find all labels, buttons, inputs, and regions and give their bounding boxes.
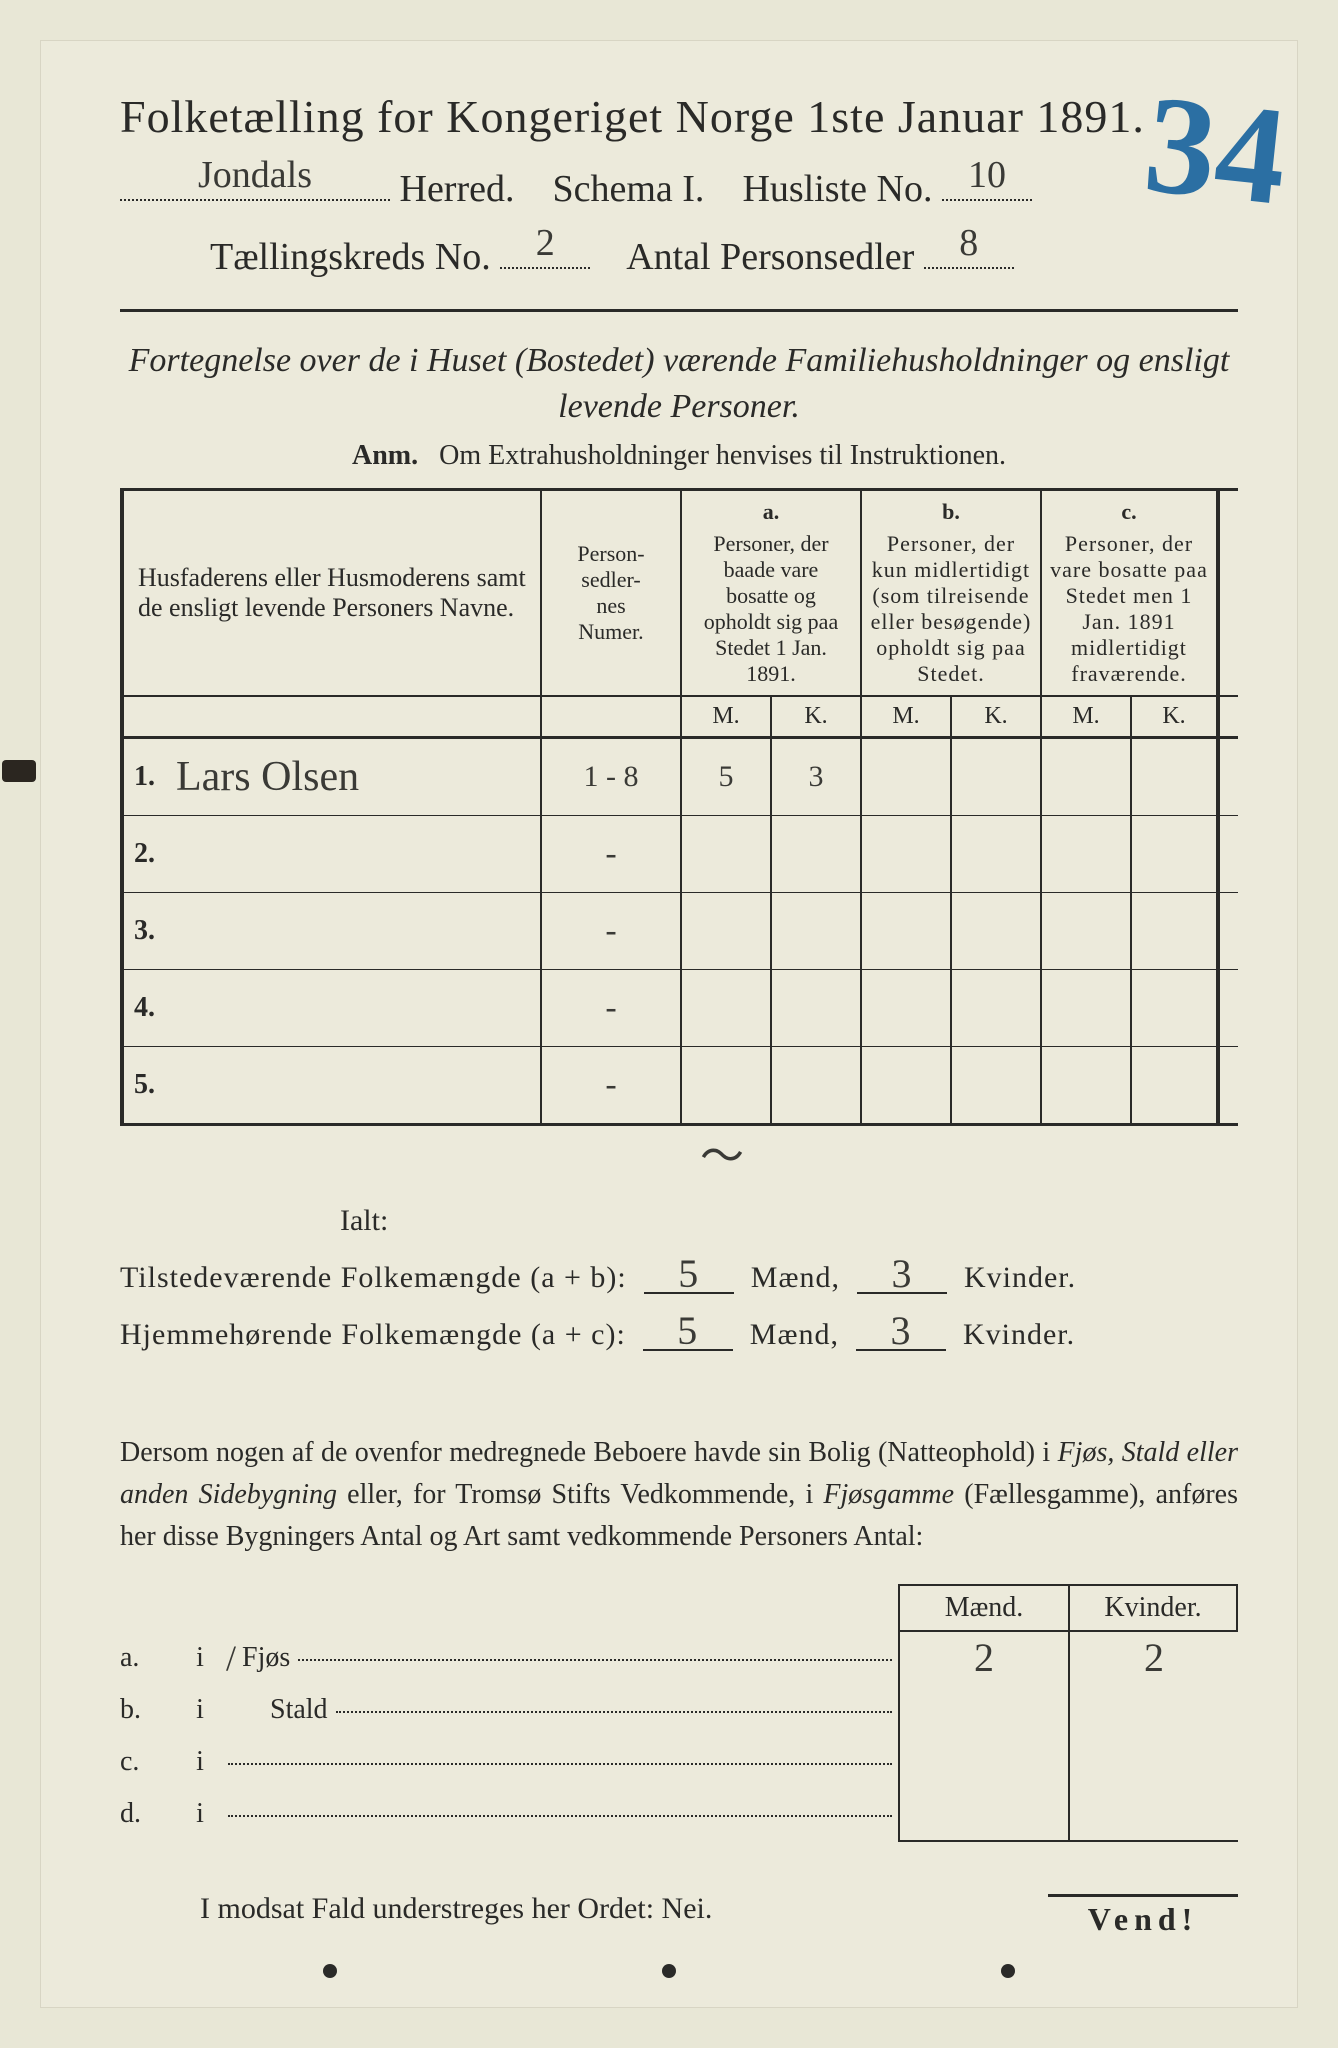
- byg-row: a. i / Fjøs 2 2: [120, 1632, 1238, 1684]
- col-sedler: Person- sedler- nes Numer.: [540, 491, 680, 695]
- husliste-value: 10: [942, 153, 1032, 197]
- binding-holes: [0, 1964, 1338, 1978]
- col-c-M: M.: [1040, 697, 1130, 736]
- table-row: 4. -: [120, 970, 1238, 1047]
- col-b-K: K.: [950, 697, 1040, 736]
- byg-row: d. i: [120, 1788, 1238, 1840]
- kreds-value: 2: [500, 221, 590, 265]
- sum-resident-K: 3: [856, 1313, 946, 1351]
- byg-row: c. i: [120, 1736, 1238, 1788]
- col-c: c. Personer, der vare bosatte paa Stedet…: [1040, 491, 1220, 695]
- col-b-M: M.: [860, 697, 950, 736]
- subtitle: Fortegnelse over de i Huset (Bostedet) v…: [120, 338, 1238, 430]
- byg-a-M: 2: [898, 1632, 1068, 1684]
- byg-a-K: 2: [1068, 1632, 1238, 1684]
- rule-top: [120, 309, 1238, 312]
- header-line-1: Jondals Herred. Schema I. Husliste No. 1…: [120, 161, 1238, 211]
- col-a: a. Personer, der baade vare bosatte og o…: [680, 491, 860, 695]
- header-line-2: Tællingskreds No. 2 Antal Personsedler 8: [210, 229, 1238, 279]
- sedler-range: 1 - 8: [540, 739, 680, 815]
- table-row: 5. -: [120, 1047, 1238, 1126]
- table-row: 2. -: [120, 816, 1238, 893]
- byg-bottom-rule: [898, 1840, 1238, 1842]
- sum-present: Tilstedeværende Folkemængde (a + b): 5 M…: [120, 1256, 1238, 1295]
- byg-head-M: Mænd.: [898, 1584, 1068, 1632]
- household-table: Husfaderens eller Husmoderens samt de en…: [120, 488, 1238, 1126]
- col-a-M: M.: [680, 697, 770, 736]
- anm-label: Anm.: [352, 440, 418, 471]
- person-name: Lars Olsen: [176, 753, 359, 801]
- byg-row: b. i Stald: [120, 1684, 1238, 1736]
- table-header: Husfaderens eller Husmoderens samt de en…: [120, 491, 1238, 697]
- antal-label: Antal Personsedler: [626, 236, 914, 278]
- sum-resident-M: 5: [643, 1313, 733, 1351]
- col-a-K: K.: [770, 697, 860, 736]
- herred-value: Jondals: [120, 153, 390, 197]
- husliste-label: Husliste No.: [742, 168, 932, 210]
- sum-resident: Hjemmehørende Folkemængde (a + c): 5 Mæn…: [120, 1313, 1238, 1352]
- hole-icon: [323, 1964, 337, 1978]
- table-row: 1.Lars Olsen 1 - 8 5 3: [120, 739, 1238, 816]
- edge-smudge: [2, 760, 36, 782]
- col-b: b. Personer, der kun midlertidigt (som t…: [860, 491, 1040, 695]
- title: Folketælling for Kongeriget Norge 1ste J…: [120, 90, 1238, 143]
- count-slash: /: [226, 1637, 236, 1679]
- kreds-label: Tællingskreds No.: [210, 236, 491, 278]
- outbuilding-header: Mænd. Kvinder.: [120, 1584, 1238, 1632]
- schema-label: Schema I.: [552, 168, 704, 210]
- content: Folketælling for Kongeriget Norge 1ste J…: [120, 90, 1238, 1926]
- mk-header-row: M. K. M. K. M. K.: [120, 697, 1238, 739]
- page: 34 Folketælling for Kongeriget Norge 1st…: [0, 0, 1338, 2048]
- col-names: Husfaderens eller Husmoderens samt de en…: [120, 491, 540, 695]
- byg-head-K: Kvinder.: [1068, 1584, 1238, 1632]
- col-c-K: K.: [1130, 697, 1220, 736]
- hole-icon: [662, 1964, 676, 1978]
- table-row: 3. -: [120, 893, 1238, 970]
- anm-line: Anm. Om Extrahusholdninger henvises til …: [120, 440, 1238, 472]
- anm-text: Om Extrahusholdninger henvises til Instr…: [439, 440, 1006, 471]
- outbuilding-table: Mænd. Kvinder. a. i / Fjøs 2 2 b. i: [120, 1584, 1238, 1842]
- hole-icon: [1001, 1964, 1015, 1978]
- squiggle-mark: ～: [700, 1120, 1338, 1184]
- ialt-label: Ialt:: [340, 1204, 1238, 1238]
- sum-present-M: 5: [644, 1256, 734, 1294]
- sum-present-K: 3: [857, 1256, 947, 1294]
- vend-label: Vend!: [1048, 1894, 1238, 1938]
- antal-value: 8: [924, 221, 1014, 265]
- herred-label: Herred.: [400, 168, 515, 210]
- outbuilding-paragraph: Dersom nogen af de ovenfor medregnede Be…: [120, 1432, 1238, 1558]
